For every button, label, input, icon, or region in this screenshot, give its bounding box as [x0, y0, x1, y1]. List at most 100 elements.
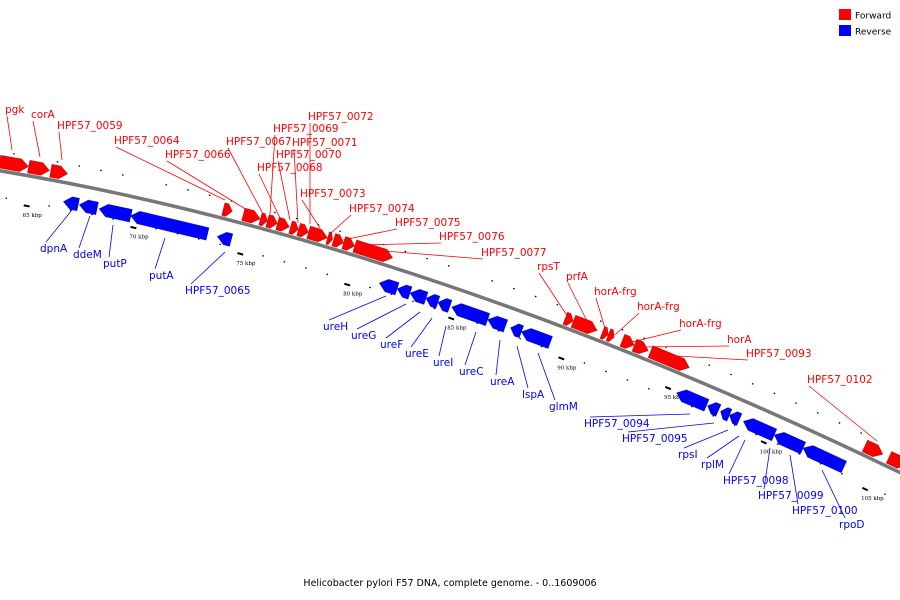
gene-arrow-hpf57-0098[interactable] [742, 418, 778, 442]
gene-arrow-urea[interactable] [487, 315, 509, 333]
gene-arrow-hpf57-0077[interactable] [352, 239, 394, 263]
gene-arrow-hpf57-0094[interactable] [676, 389, 710, 412]
gene-arrow-hpf57-0076[interactable] [341, 236, 355, 251]
scale-tick-minor [751, 382, 754, 385]
gene-label-pgk: pgk [5, 104, 25, 116]
gene-arrow-glmm[interactable] [520, 328, 553, 349]
label-leader-line [301, 199, 321, 229]
gene-arrow-hora-frg[interactable] [599, 326, 609, 340]
label-leader-line [78, 215, 91, 249]
gene-arrow-uref[interactable] [409, 288, 429, 305]
gene-arrow-hora-frg[interactable] [619, 333, 635, 349]
gene-arrow-hora[interactable] [631, 338, 649, 355]
genome-caption: Helicobacter pylori F57 DNA, complete ge… [303, 578, 597, 589]
label-leader-line [293, 148, 299, 224]
scale-tick-major [344, 282, 351, 287]
gene-arrow-hpf57-0093[interactable] [647, 345, 690, 372]
label-leader-line [538, 272, 571, 321]
label-leader-line [537, 352, 556, 401]
label-leader-line [438, 325, 447, 357]
label-leader-line [342, 228, 398, 241]
gene-arrow-puta[interactable] [130, 210, 210, 241]
gene-label-rpsi: rpsI [678, 449, 698, 461]
gene-label-ureg: ureG [351, 330, 376, 342]
scale-tick-minor [599, 320, 602, 322]
gene-arrow-hpf57-0059[interactable] [49, 163, 69, 180]
gene-label-uree: ureE [405, 348, 429, 360]
legend-forward-swatch [839, 9, 851, 20]
legend: Forward Reverse [839, 9, 892, 38]
scale-label: 105 kbp [861, 496, 884, 502]
label-leader-line [464, 331, 477, 366]
gene-arrow-hpf57-0067[interactable] [241, 207, 261, 224]
gene-arrow-ddem[interactable] [78, 199, 99, 216]
gene-arrow-ureg[interactable] [396, 284, 413, 300]
label-leader-line [356, 303, 407, 330]
label-leader-line [190, 251, 226, 285]
gene-arrow-rpsi[interactable] [720, 407, 733, 422]
scale-tick-minor [798, 452, 801, 455]
label-leader-line [58, 131, 63, 161]
scale-tick-minor [730, 373, 732, 376]
gene-arrow-prfa[interactable] [570, 314, 598, 335]
gene-arrow-hpf57-0064[interactable] [221, 202, 233, 217]
label-leader-line [789, 454, 799, 505]
gene-label-urea: ureA [490, 376, 515, 388]
gene-label-hpf57-0099: HPF57_0099 [758, 490, 824, 502]
gene-arrow-ureh[interactable] [378, 278, 400, 296]
gene-arrow-hpf57-0068[interactable] [258, 212, 268, 227]
gene-label-hpf57-0064: HPF57_0064 [114, 135, 180, 147]
gene-arrow-hpf57-0095[interactable] [707, 402, 722, 417]
gene-arrow-hpf57-0074[interactable] [325, 231, 333, 246]
gene-arrow-hora-frg[interactable] [605, 328, 615, 343]
gene-arrow-hpf57-0075[interactable] [331, 233, 344, 248]
label-leader-line [329, 214, 352, 235]
gene-arrow-hpf57-0072[interactable] [296, 222, 309, 238]
gene-arrow-hpf57-0070[interactable] [275, 216, 290, 232]
scale-label: 65 kbp [23, 213, 43, 219]
scale-tick-minor [708, 364, 711, 367]
scale-tick-minor [819, 462, 822, 465]
gene-label-hpf57-0059: HPF57_0059 [57, 120, 123, 132]
gene-label-hpf57-0077: HPF57_0077 [481, 247, 547, 259]
label-leader-line [154, 237, 166, 270]
scale-tick-minor [497, 330, 500, 332]
gene-arrow-cora[interactable] [27, 159, 51, 176]
label-leader-line [6, 115, 13, 151]
gene-label-hpf57-0073: HPF57_0073 [300, 188, 366, 200]
label-leader-line [108, 224, 114, 258]
gene-arrow-urec[interactable] [451, 303, 491, 327]
gene-arrow-hpf57-0102[interactable] [861, 439, 884, 458]
gene-arrow-pgk[interactable] [0, 154, 29, 173]
label-leader-line [589, 413, 691, 418]
gene-arrow-lspa[interactable] [510, 323, 525, 339]
scale-tick-minor [519, 337, 522, 340]
scale-tick-minor [643, 337, 646, 340]
gene-arrow-hpf57-0099[interactable] [773, 431, 807, 455]
gene-arrow-uree[interactable] [425, 293, 441, 309]
label-leader-line [763, 447, 771, 490]
gene-label-hpf57-0067: HPF57_0067 [226, 136, 292, 148]
scale-tick-minor [534, 295, 537, 298]
scale-tick-major [760, 440, 767, 445]
gene-arrow-dpna[interactable] [62, 196, 80, 212]
gene-arrow-hpf57-0069[interactable] [265, 214, 278, 229]
scale-tick-minor [755, 433, 758, 436]
gene-arrow-hpf57-0065[interactable] [216, 231, 234, 247]
gene-arrow-hpf57-0071[interactable] [288, 220, 299, 235]
gene-label-rpod: rpoD [839, 519, 865, 531]
gene-arrow-rpst[interactable] [562, 311, 574, 326]
legend-reverse-label: Reverse [855, 28, 892, 38]
gene-arrow-hpf57-0073[interactable] [306, 225, 328, 243]
gene-arrow-urei[interactable] [437, 298, 453, 313]
scale-tick-major [558, 356, 565, 361]
gene-arrow-rplm[interactable] [729, 411, 743, 426]
scale-tick-minor [841, 472, 843, 475]
gene-label-hpf57-0070: HPF57_0070 [276, 149, 342, 161]
gene-arrow-putp[interactable] [98, 203, 133, 223]
gene-arrow-hpf57-0100[interactable] [802, 445, 848, 474]
gene-label-prfa: prfA [566, 271, 589, 283]
gene-arrow-hpf57-0103[interactable] [885, 450, 900, 469]
